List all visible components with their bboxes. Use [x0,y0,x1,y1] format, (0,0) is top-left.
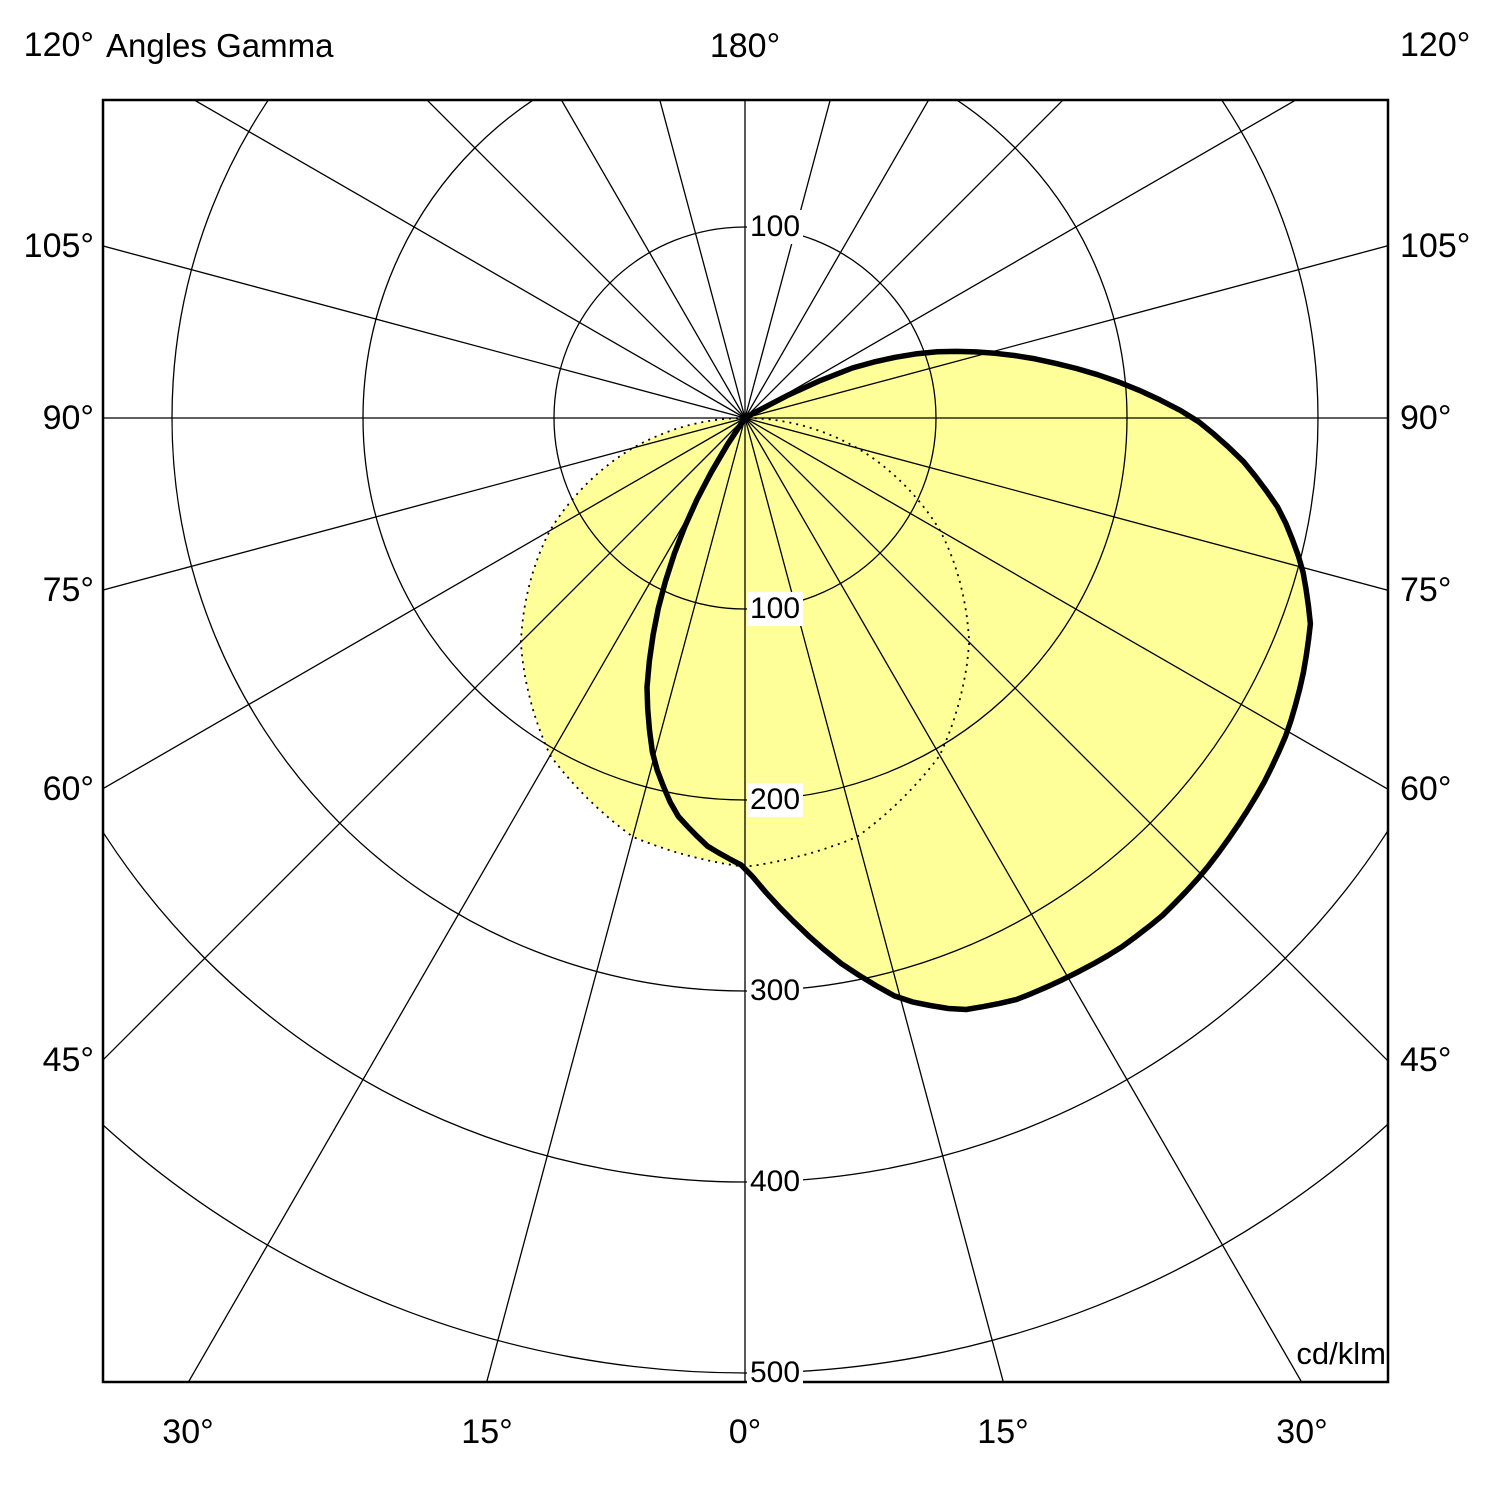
gamma-ray [744,100,930,419]
gamma-label-right-60: 60° [1400,770,1452,808]
gamma-ray [744,245,1388,419]
gamma-label-right-120: 120° [1400,26,1471,64]
gamma-ray [103,417,746,591]
gamma-label-bottom-30R: 30° [1276,1413,1328,1451]
gamma-ray [744,100,1298,419]
radial-tick-200: 200 [747,783,804,817]
diagram-title: Angles Gamma [106,27,334,64]
unit-label: cd/klm [1296,1336,1386,1371]
gamma-label-right-105: 105° [1400,227,1471,265]
gamma-ray [744,100,1064,419]
gamma-label-bottom-15R: 15° [977,1413,1029,1451]
radial-tick-400: 400 [747,1165,804,1199]
gamma-ray [560,100,746,419]
gamma-label-right-45: 45° [1400,1041,1452,1079]
radial-tick-300: 300 [747,974,804,1008]
gamma-ray [744,417,1303,1382]
gamma-ray [426,100,746,419]
gamma-label-bottom-30L: 30° [162,1413,214,1451]
c0-c180-curve [644,348,1314,1013]
gamma-label-right-90: 90° [1400,399,1452,437]
gamma-label-bottom-0: 0° [728,1413,762,1451]
gamma-ray [744,417,1388,790]
gamma-ray [744,417,1004,1382]
c0-c180-fill [647,351,1311,1010]
radial-tick-500: 500 [747,1356,804,1390]
gamma-ray [486,417,746,1382]
gamma-ray [744,417,1388,591]
gamma-label-left-60: 60° [42,770,94,808]
gamma-label-left-75: 75° [42,571,94,609]
gamma-label-left-120: 120° [23,26,94,64]
gamma-label-left-105: 105° [23,227,94,265]
gamma-label-left-45: 45° [42,1041,94,1079]
gamma-label-bottom-15L: 15° [461,1413,513,1451]
gamma-label-top-180: 180° [709,27,781,65]
gamma-label-right-75: 75° [1400,571,1452,609]
radial-tick-100: 100 [747,592,804,626]
gamma-ray [103,417,746,1061]
radial-tick-100-top: 100 [747,210,804,244]
gamma-ray [103,417,746,790]
gamma-ray [192,100,746,419]
gamma-ray [103,245,746,419]
gamma-label-left-90: 90° [42,399,94,437]
plot-frame [101,98,1390,1384]
gamma-ray [744,417,1388,1062]
gamma-ray [187,417,746,1382]
